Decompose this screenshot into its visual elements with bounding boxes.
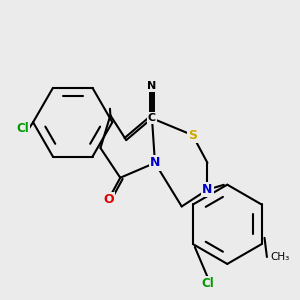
Text: Cl: Cl bbox=[201, 277, 214, 290]
Text: S: S bbox=[188, 129, 197, 142]
Text: N: N bbox=[202, 183, 213, 196]
Text: N: N bbox=[147, 81, 157, 91]
Text: O: O bbox=[103, 193, 114, 206]
Text: Cl: Cl bbox=[16, 122, 29, 135]
Text: CH₃: CH₃ bbox=[270, 252, 289, 262]
Text: C: C bbox=[148, 113, 156, 123]
Text: N: N bbox=[150, 156, 160, 170]
